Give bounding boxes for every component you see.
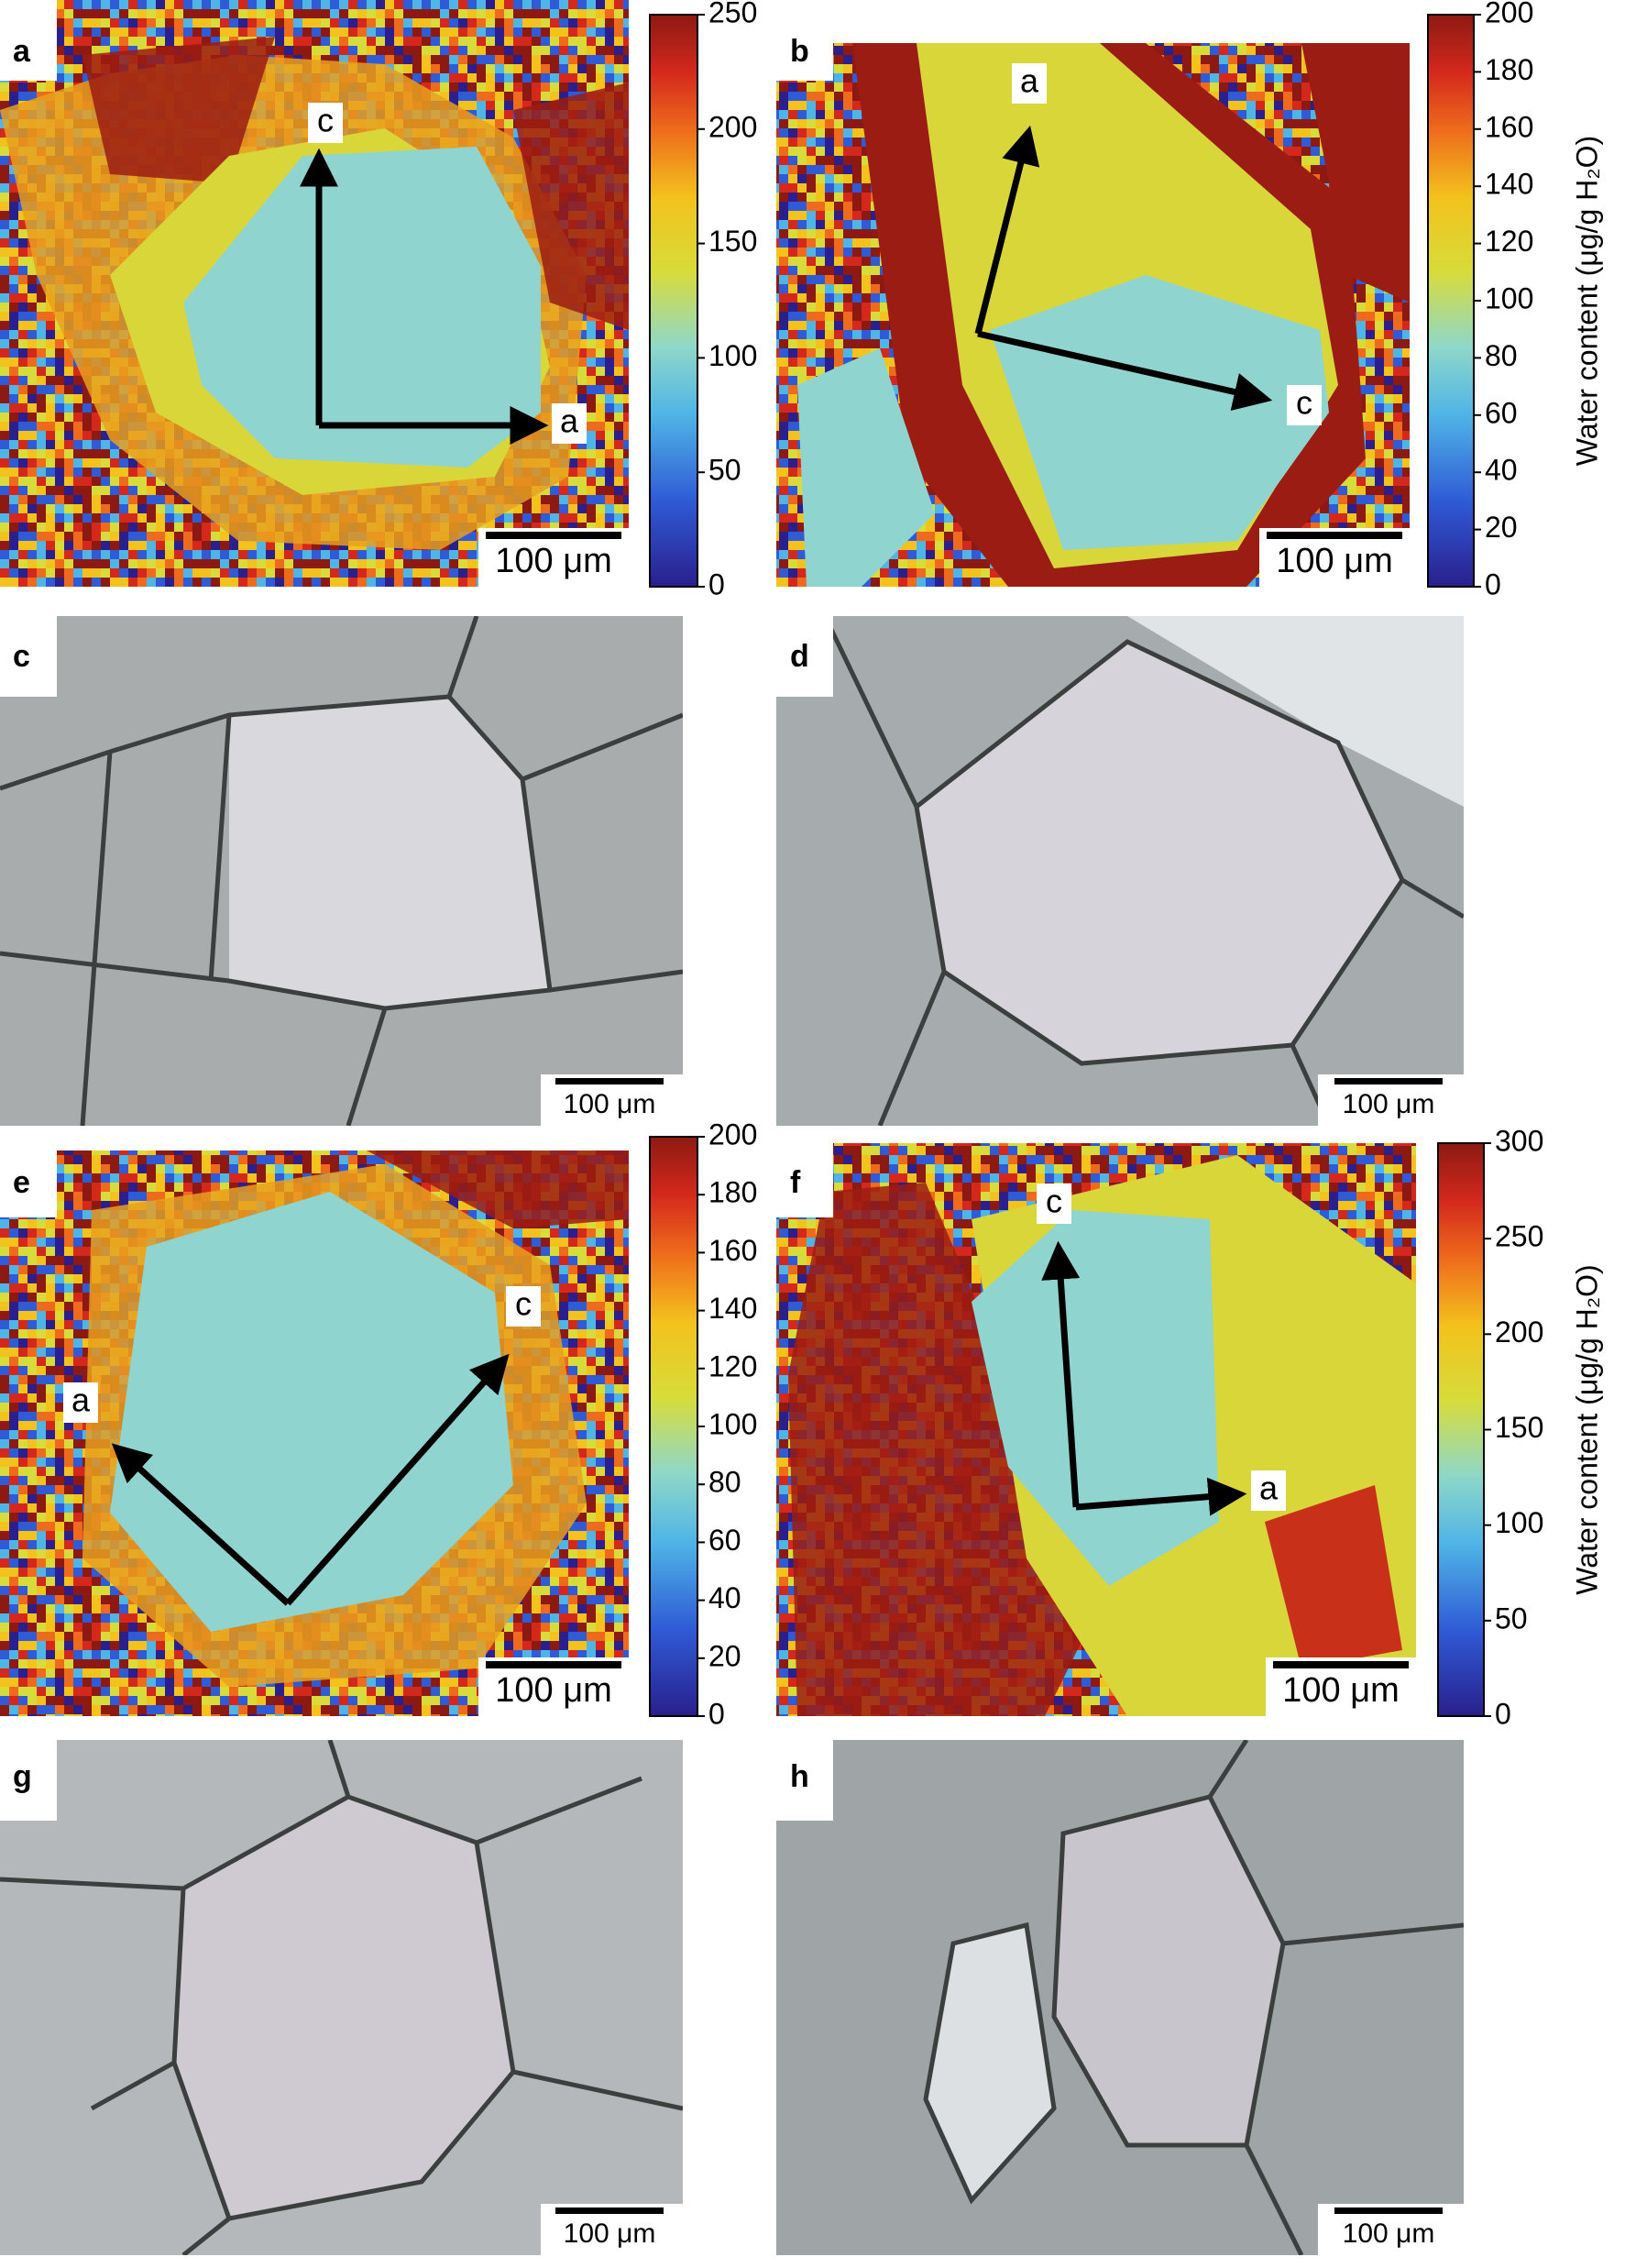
axis-label: c	[1046, 1183, 1062, 1220]
colorbar-tick-label: 80	[708, 1466, 741, 1499]
colorbar-tick-label: 100	[1495, 1506, 1543, 1539]
micrograph-c	[0, 616, 683, 1126]
panel-label: b	[790, 34, 809, 69]
colorbar-tick-label: 0	[1485, 567, 1501, 600]
map-a	[0, 0, 629, 587]
colorbar-tick-label: 20	[708, 1639, 741, 1672]
colorbar-tick-label: 20	[1485, 511, 1518, 544]
colorbar-tick-label: 0	[708, 1697, 725, 1730]
colorbar-tick-label: 80	[1485, 339, 1518, 372]
colorbar-label: Water content (μg/g H₂O)	[1570, 1264, 1603, 1594]
scale-bar-label: 100 μm	[495, 542, 612, 580]
colorbar-tick-label: 60	[1485, 396, 1518, 429]
panel-label: c	[13, 639, 30, 674]
colorbar-tick-label: 300	[1495, 1124, 1543, 1157]
colorbar-tick-label: 50	[708, 454, 741, 487]
panel-label: f	[790, 1165, 801, 1200]
scale-bar-label: 100 μm	[1282, 1671, 1400, 1710]
colorbar	[649, 1136, 698, 1717]
colorbar-tick-label: 160	[1485, 110, 1533, 143]
colorbar-tick-label: 120	[708, 1349, 757, 1382]
colorbar-tick-label: 100	[708, 339, 757, 372]
colorbar-tick-label: 50	[1495, 1602, 1528, 1635]
axis-label: a	[71, 1382, 91, 1419]
micrograph-d	[776, 616, 1464, 1126]
colorbar-tick-label: 180	[708, 1176, 757, 1209]
map-b	[776, 43, 1410, 587]
panel-label: e	[13, 1165, 30, 1200]
colorbar-tick-label: 250	[1495, 1220, 1543, 1253]
colorbar-tick-label: 200	[708, 110, 757, 143]
panel-label: d	[790, 639, 809, 674]
colorbar-tick-label: 60	[708, 1524, 741, 1557]
colorbar-tick-label: 150	[708, 225, 757, 258]
map-f	[776, 1143, 1416, 1716]
colorbar-tick-label: 100	[708, 1407, 757, 1440]
colorbar-tick-label: 250	[708, 0, 757, 28]
scale-bar-label: 100 μm	[1343, 2218, 1435, 2249]
scale-bar-label: 100 μm	[1276, 542, 1393, 580]
panel-label: h	[790, 1759, 809, 1794]
colorbar-tick-label: 0	[1495, 1697, 1511, 1730]
scale-bar-label: 100 μm	[495, 1671, 612, 1710]
colorbar	[1437, 1142, 1485, 1717]
colorbar-tick-label: 140	[1485, 168, 1533, 201]
scale-bar-label: 100 μm	[1343, 1089, 1435, 1119]
colorbar	[649, 14, 698, 588]
scale-bar-label: 100 μm	[564, 1089, 656, 1119]
colorbar-tick-label: 200	[708, 1117, 757, 1151]
colorbar-tick-label: 40	[708, 1581, 741, 1614]
axis-label: a	[1020, 62, 1039, 100]
colorbar	[1427, 14, 1475, 588]
colorbar-tick-label: 140	[708, 1292, 757, 1325]
colorbar-tick-label: 200	[1495, 1316, 1543, 1349]
axis-label: a	[560, 402, 579, 440]
scale-bar-label: 100 μm	[564, 2218, 656, 2249]
colorbar-tick-label: 150	[1495, 1411, 1543, 1444]
colorbar-tick-label: 120	[1485, 225, 1533, 258]
axis-label: c	[317, 102, 334, 139]
colorbar-tick-label: 0	[708, 567, 725, 600]
axis-label: a	[1259, 1470, 1279, 1507]
colorbar-tick-label: 40	[1485, 454, 1518, 487]
micrograph-g	[0, 1740, 683, 2255]
colorbar-tick-label: 180	[1485, 53, 1533, 86]
panel-label: a	[13, 34, 31, 69]
colorbar-tick-label: 100	[1485, 281, 1533, 314]
micrograph-h	[776, 1740, 1464, 2255]
axis-label: c	[1296, 384, 1312, 422]
axis-label: c	[515, 1285, 532, 1323]
colorbar-label: Water content (μg/g H₂O)	[1570, 136, 1603, 466]
panel-label: g	[13, 1759, 32, 1794]
colorbar-tick-label: 160	[708, 1234, 757, 1267]
colorbar-tick-label: 200	[1485, 0, 1533, 28]
map-e	[0, 1151, 629, 1716]
